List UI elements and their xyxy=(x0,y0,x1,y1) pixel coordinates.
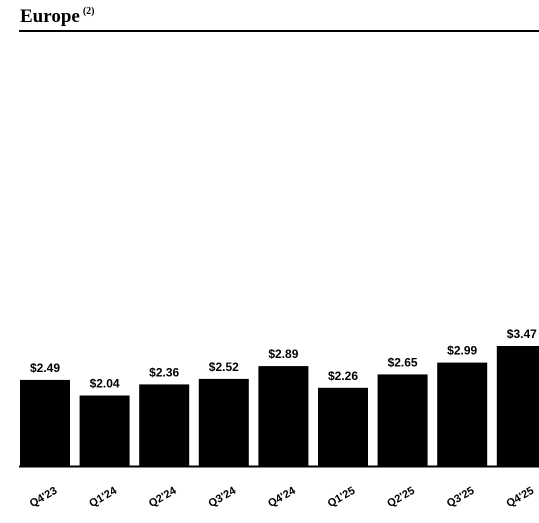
x-tick-label: Q3'25 xyxy=(445,485,477,510)
chart-title: Europe xyxy=(20,6,80,27)
x-tick-label: Q3'24 xyxy=(207,484,239,510)
data-label: $2.99 xyxy=(447,344,477,358)
data-label: $3.47 xyxy=(507,327,537,341)
chart-header: Europe (2) xyxy=(20,6,95,28)
x-tick-label: Q4'23 xyxy=(28,485,60,510)
bar xyxy=(20,379,70,466)
data-label: $2.26 xyxy=(328,369,358,383)
x-tick-label: Q4'24 xyxy=(266,484,298,510)
data-label: $2.65 xyxy=(388,355,418,369)
bar xyxy=(437,362,488,466)
data-label: $2.36 xyxy=(149,365,179,379)
bar xyxy=(318,387,368,466)
bar xyxy=(258,366,309,466)
x-tick-label: Q2'25 xyxy=(385,485,417,510)
data-label: $2.52 xyxy=(209,360,239,374)
x-tick-label: Q2'24 xyxy=(147,484,179,510)
data-label: $2.49 xyxy=(30,361,60,375)
x-tick-label: Q4'25 xyxy=(505,485,537,510)
x-tick-label: Q1'25 xyxy=(326,485,358,510)
header-rule xyxy=(19,30,539,32)
bar xyxy=(79,395,130,466)
title-footnote: (2) xyxy=(82,5,95,17)
bar xyxy=(496,346,539,466)
data-label: $2.04 xyxy=(90,377,120,391)
bar xyxy=(198,378,249,466)
bar xyxy=(377,374,428,466)
x-tick-label: Q1'24 xyxy=(87,484,119,510)
bar xyxy=(139,384,190,466)
data-label: $2.89 xyxy=(268,347,298,361)
